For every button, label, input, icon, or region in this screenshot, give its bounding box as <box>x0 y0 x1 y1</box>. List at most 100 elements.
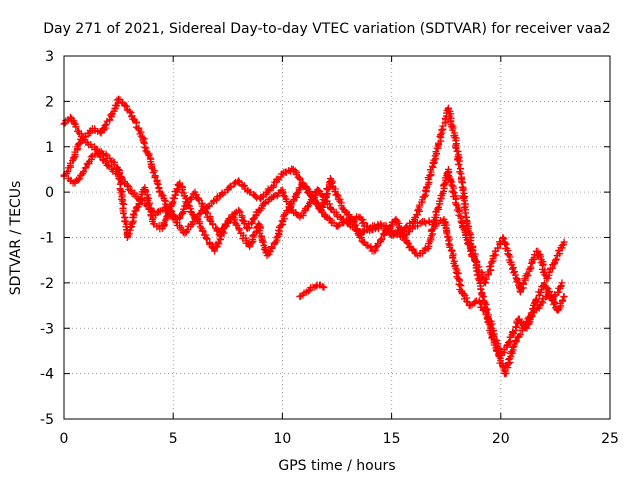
data-point <box>518 319 526 327</box>
data-point <box>279 212 287 220</box>
series-track-d <box>296 281 328 300</box>
data-point <box>334 222 342 230</box>
data-point <box>435 203 443 211</box>
data-point <box>516 331 524 339</box>
data-point <box>327 205 335 213</box>
data-point <box>455 161 463 169</box>
x-tick-label: 20 <box>492 431 510 447</box>
data-point <box>77 135 85 143</box>
data-point <box>261 245 269 253</box>
data-point <box>527 263 535 271</box>
data-point <box>251 192 259 200</box>
data-point <box>220 223 228 231</box>
data-point <box>226 182 234 190</box>
data-point <box>123 181 131 189</box>
data-point <box>126 107 134 115</box>
data-point <box>233 221 241 229</box>
data-point <box>405 228 413 236</box>
data-point <box>452 200 460 208</box>
data-point <box>343 219 351 227</box>
data-point <box>130 211 138 219</box>
data-point <box>206 216 214 224</box>
data-point <box>456 157 464 165</box>
data-point <box>326 200 334 208</box>
data-point <box>395 222 403 230</box>
data-point <box>154 180 162 188</box>
y-tick-labels: -5 -4 -3 -2 -1 0 1 2 3 <box>40 49 54 428</box>
x-tick-labels: 0 5 10 15 20 25 <box>60 431 619 447</box>
data-point <box>560 292 568 300</box>
data-point <box>558 297 566 305</box>
data-point <box>430 217 438 225</box>
data-point <box>444 168 452 176</box>
data-point <box>465 241 473 249</box>
data-point <box>131 189 139 197</box>
data-point <box>131 207 139 215</box>
data-point <box>555 247 563 255</box>
data-point <box>560 238 568 246</box>
data-point <box>479 293 487 301</box>
data-point <box>320 283 328 291</box>
data-point <box>107 111 115 119</box>
data-point <box>370 247 378 255</box>
data-point <box>192 191 200 199</box>
data-point <box>494 244 502 252</box>
data-point <box>76 175 84 183</box>
data-point <box>119 209 127 217</box>
data-point <box>353 226 361 234</box>
data-point <box>457 282 465 290</box>
data-point <box>70 154 78 162</box>
data-point <box>333 191 341 199</box>
y-tick-label: -1 <box>40 231 54 247</box>
data-point <box>168 199 176 207</box>
data-point <box>139 138 147 146</box>
data-point <box>322 191 330 199</box>
data-point <box>141 143 149 151</box>
axis-ticks <box>63 55 611 420</box>
y-tick-label: 2 <box>45 94 54 110</box>
data-point <box>245 224 253 232</box>
data-point <box>437 131 445 139</box>
x-axis-label: GPS time / hours <box>278 458 395 474</box>
data-point <box>445 240 453 248</box>
data-point <box>545 269 553 277</box>
data-point <box>194 195 202 203</box>
data-point <box>136 196 144 204</box>
data-point <box>100 126 108 134</box>
data-point <box>74 176 82 184</box>
data-point <box>120 200 128 208</box>
y-tick-label: -4 <box>40 367 54 383</box>
data-point <box>161 197 169 205</box>
data-point <box>352 221 360 229</box>
data-point <box>558 279 566 287</box>
data-point <box>515 332 523 340</box>
y-tick-label: -5 <box>40 412 54 428</box>
y-tick-label: -3 <box>40 321 54 337</box>
data-point <box>325 215 333 223</box>
data-point <box>284 207 292 215</box>
data-point <box>247 219 255 227</box>
data-point <box>80 168 88 176</box>
data-point <box>500 235 508 243</box>
chart-title: Day 271 of 2021, Sidereal Day-to-day VTE… <box>43 21 611 37</box>
data-point <box>266 248 274 256</box>
data-point <box>501 367 509 375</box>
data-point <box>280 191 288 199</box>
x-tick-label: 5 <box>169 431 178 447</box>
x-tick-label: 25 <box>601 431 619 447</box>
y-tick-label: 3 <box>45 49 54 65</box>
data-point <box>70 119 78 127</box>
x-tick-label: 0 <box>60 431 69 447</box>
data-point <box>306 199 314 207</box>
data-point <box>431 222 439 230</box>
data-point <box>481 278 489 286</box>
data-point <box>270 193 278 201</box>
data-point <box>509 343 517 351</box>
data-point <box>551 256 559 264</box>
data-point <box>215 240 223 248</box>
data-point <box>426 171 434 179</box>
data-point <box>378 235 386 243</box>
data-point <box>501 239 509 247</box>
series-track-b <box>60 95 568 296</box>
data-point <box>319 283 327 291</box>
